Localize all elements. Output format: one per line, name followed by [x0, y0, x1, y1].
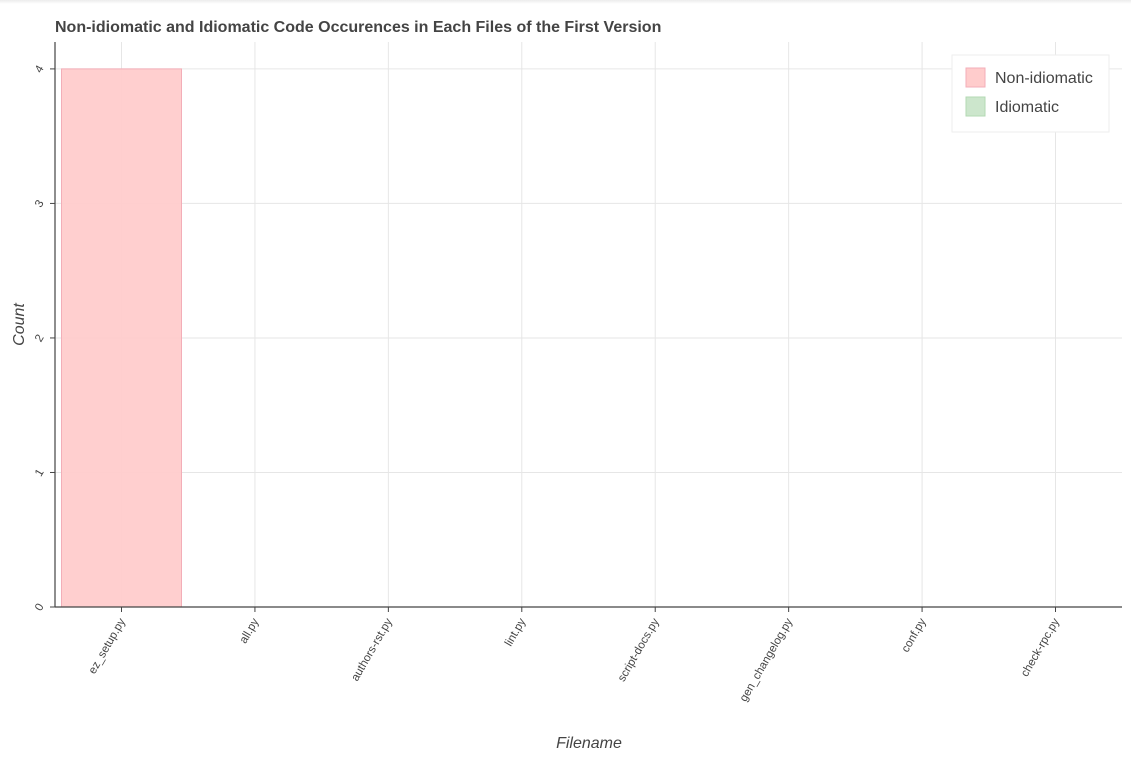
x-tick-label: script-docs.py	[616, 616, 662, 684]
bar-non-idiomatic	[61, 68, 182, 608]
legend-swatch-non-idiomatic	[965, 67, 986, 88]
top-divider	[0, 0, 1131, 4]
x-tick-label: conf.py	[900, 616, 929, 654]
x-axis-label: Filename	[556, 735, 622, 752]
legend-swatch-idiomatic	[965, 96, 986, 117]
legend-box	[951, 54, 1110, 133]
y-axis-label: Count	[11, 303, 28, 346]
x-tick-label: check-rpc.py	[1019, 616, 1062, 679]
y-tick-label: 0	[33, 602, 47, 614]
x-tick-label: ez_setup.py	[87, 616, 129, 676]
y-tick-label: 4	[33, 63, 47, 75]
bars	[61, 68, 182, 608]
x-axis-ticks: ez_setup.py all.py authors-rst.py lint.py sc…	[87, 607, 1062, 704]
y-tick-label: 3	[33, 198, 47, 210]
axes	[54, 42, 1122, 608]
y-tick-label: 2	[33, 333, 47, 345]
legend-label: Non-idiomatic	[995, 70, 1093, 87]
x-tick-label: authors-rst.py	[349, 616, 395, 683]
legend: Non-idiomatic Idiomatic	[951, 54, 1110, 133]
x-tick-label: all.py	[238, 616, 262, 645]
legend-label: Idiomatic	[995, 99, 1059, 116]
x-tick-label: lint.py	[503, 616, 529, 648]
x-tick-label: gen_changelog.py	[738, 616, 796, 704]
y-tick-label: 1	[33, 467, 47, 479]
chart-title: Non-idiomatic and Idiomatic Code Occuren…	[55, 19, 661, 36]
y-axis-ticks: 0 1 2 3 4	[33, 63, 55, 613]
